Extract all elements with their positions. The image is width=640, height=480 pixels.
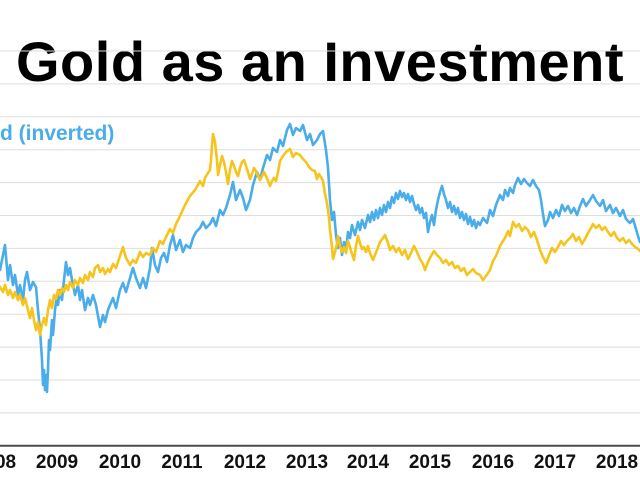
x-axis-label: 2017	[533, 452, 577, 473]
x-axis-label: 2015	[408, 452, 452, 473]
chart-title: Gold as an Investment	[16, 29, 624, 93]
x-axis-label: 2008	[0, 452, 17, 473]
x-axis-labels: 2008 2009 2010 2011 2012 2013 2014 2015 2016 2017…	[0, 452, 640, 480]
x-axis-label: 2014	[346, 452, 390, 473]
x-axis-label: 2013	[285, 452, 329, 473]
x-axis-label: 2016	[471, 452, 515, 473]
legend-label: d (inverted)	[0, 122, 115, 145]
x-axis-label: 2009	[35, 452, 79, 473]
series-line-gold-price	[0, 132, 640, 337]
x-axis-label: 2010	[98, 452, 142, 473]
x-axis-label: 2012	[223, 452, 267, 473]
x-axis-label: 2018	[595, 452, 639, 473]
x-axis-label: 2011	[161, 452, 203, 473]
